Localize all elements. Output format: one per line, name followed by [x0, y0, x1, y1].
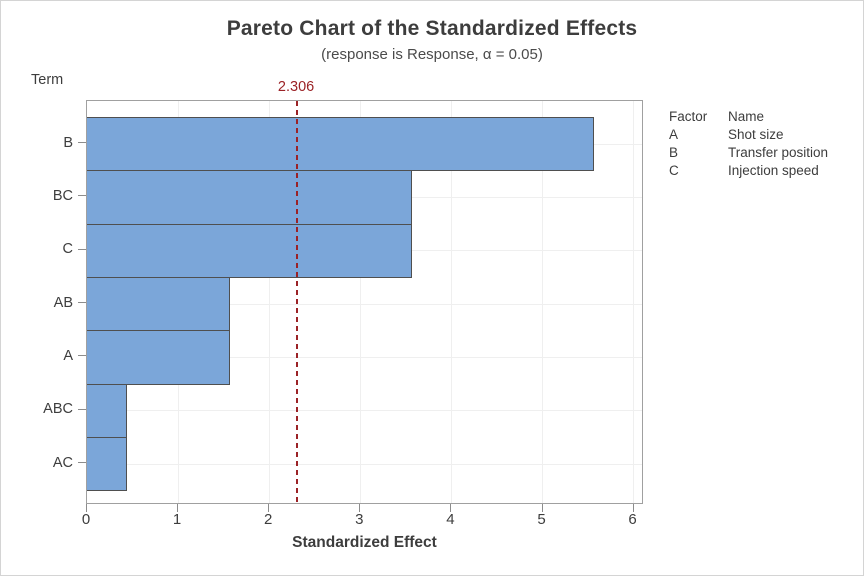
x-axis-tick — [86, 504, 87, 512]
horizontal-gridline — [87, 356, 642, 358]
vertical-gridline — [268, 101, 270, 503]
vertical-gridline — [359, 101, 361, 503]
x-axis-tick — [359, 504, 361, 512]
bar-AB — [87, 276, 231, 332]
legend-name: Injection speed — [728, 163, 819, 178]
y-axis-tick — [78, 462, 86, 464]
x-tick-label: 2 — [264, 511, 273, 528]
legend: Factor Name A Shot size B Transfer posit… — [669, 108, 828, 180]
plot-area — [86, 100, 643, 504]
bar-B — [87, 117, 594, 172]
legend-factor: A — [669, 127, 679, 142]
y-category-label: A — [63, 347, 73, 364]
y-axis-tick — [78, 355, 86, 357]
horizontal-gridline — [87, 303, 642, 305]
x-tick-label: 1 — [172, 511, 182, 528]
vertical-gridline — [542, 101, 543, 503]
y-axis-tick — [78, 302, 86, 304]
bar-C — [87, 223, 413, 278]
bar-BC — [87, 170, 413, 225]
x-tick-label: 6 — [628, 511, 637, 528]
y-axis-tick — [78, 195, 86, 197]
legend-header-name: Name — [728, 109, 765, 124]
legend-factor: C — [669, 163, 679, 178]
chart-subtitle: (response is Response, α = 0.05) — [321, 46, 543, 63]
bar-ABC — [87, 383, 128, 438]
legend-name: Transfer position — [728, 145, 829, 160]
y-category-label: ABC — [43, 401, 73, 418]
y-axis-tick — [78, 408, 86, 410]
vertical-gridline — [450, 101, 452, 503]
horizontal-gridline — [87, 410, 642, 412]
y-axis-tick — [78, 142, 86, 144]
legend-header-factor: Factor — [669, 109, 708, 124]
horizontal-gridline — [87, 463, 642, 465]
legend-name: Shot size — [728, 127, 784, 142]
legend-table: Factor Name A Shot size B Transfer posit… — [669, 108, 828, 180]
x-tick-label: 3 — [355, 511, 364, 528]
x-axis-title: Standardized Effect — [292, 534, 437, 551]
reference-line-label: 2.306 — [277, 79, 315, 95]
legend-factor: B — [669, 145, 679, 160]
y-category-label: AC — [52, 454, 73, 471]
x-axis-tick — [632, 504, 634, 512]
x-tick-label: 5 — [537, 511, 546, 528]
y-category-label: B — [63, 134, 73, 151]
x-tick-label: 4 — [446, 511, 455, 528]
y-category-label: C — [62, 241, 73, 258]
vertical-gridline — [633, 101, 635, 503]
y-category-label: AB — [53, 294, 73, 311]
y-axis-tick — [78, 248, 86, 250]
reference-line — [296, 101, 298, 503]
x-tick-label: 0 — [81, 511, 91, 528]
x-axis-tick — [177, 504, 179, 512]
x-axis-tick — [541, 504, 543, 512]
x-axis-tick — [450, 504, 452, 512]
y-category-label: BC — [52, 187, 73, 204]
x-axis-tick — [268, 504, 270, 512]
bar-A — [87, 330, 231, 385]
y-axis-title: Term — [31, 72, 64, 88]
bar-AC — [87, 436, 128, 492]
chart-title: Pareto Chart of the Standardized Effects — [226, 17, 638, 40]
